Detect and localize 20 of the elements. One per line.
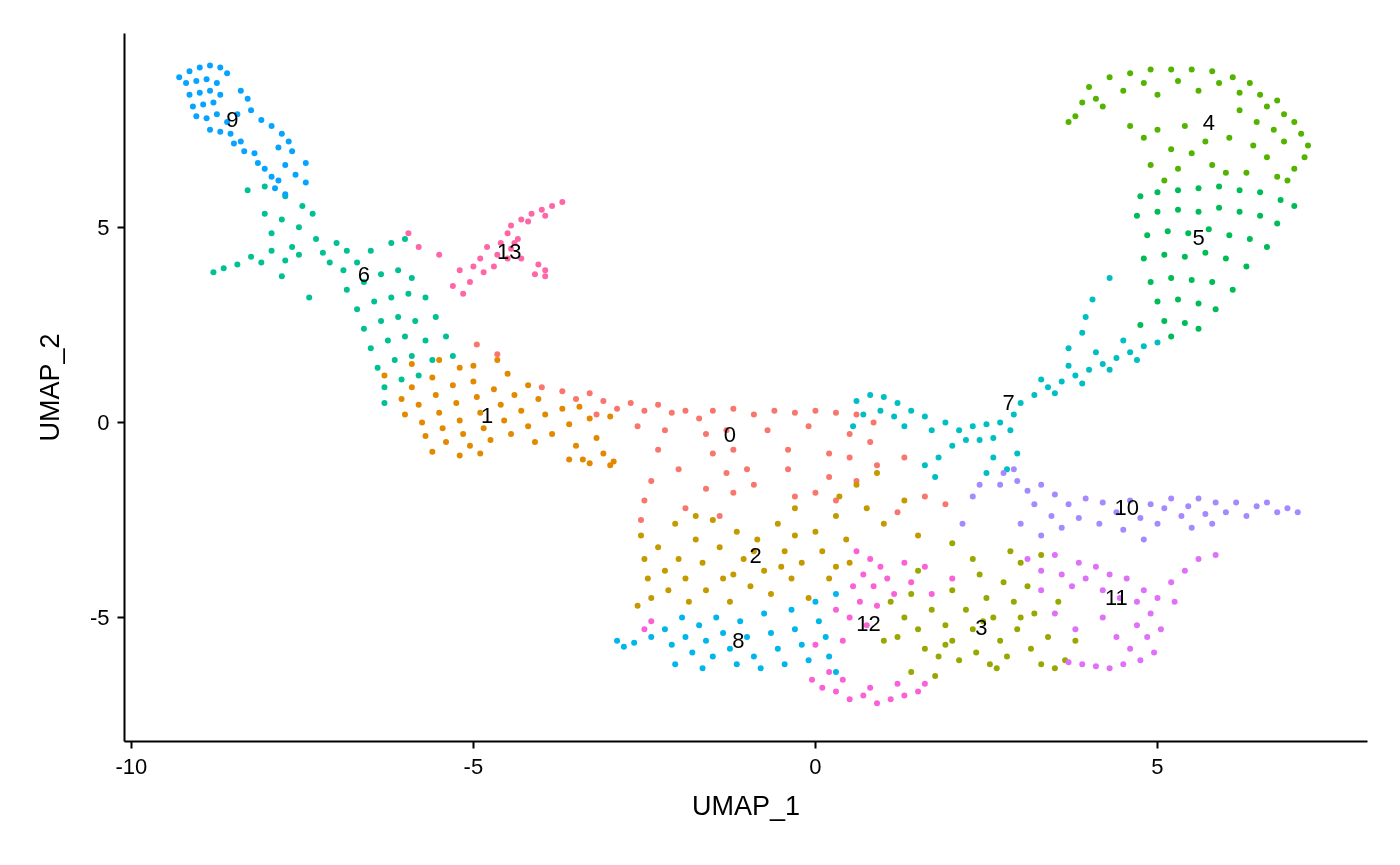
series-label: 12 bbox=[856, 610, 881, 636]
series-label: 10 bbox=[1114, 494, 1139, 520]
x-tick-label: 5 bbox=[1151, 753, 1164, 779]
series-label: 8 bbox=[732, 628, 745, 654]
y-tick-label: -5 bbox=[89, 604, 110, 630]
x-axis-title: UMAP_1 bbox=[691, 790, 801, 821]
x-tick-label: 0 bbox=[809, 753, 822, 779]
y-axis-title: UMAP_2 bbox=[34, 333, 65, 442]
series-label: 4 bbox=[1202, 109, 1215, 135]
series-label: 2 bbox=[749, 542, 762, 568]
series-label: 3 bbox=[975, 614, 988, 640]
y-tick-label: 5 bbox=[97, 214, 110, 240]
series-label: 1 bbox=[480, 403, 494, 429]
series-label: 7 bbox=[1002, 390, 1015, 416]
series-label: 11 bbox=[1105, 585, 1128, 611]
x-tick-label: -10 bbox=[115, 753, 148, 779]
x-tick-label: -5 bbox=[463, 753, 484, 779]
series-label: 0 bbox=[723, 421, 737, 447]
y-tick-label: 0 bbox=[97, 409, 110, 435]
series-label: 5 bbox=[1192, 224, 1205, 250]
